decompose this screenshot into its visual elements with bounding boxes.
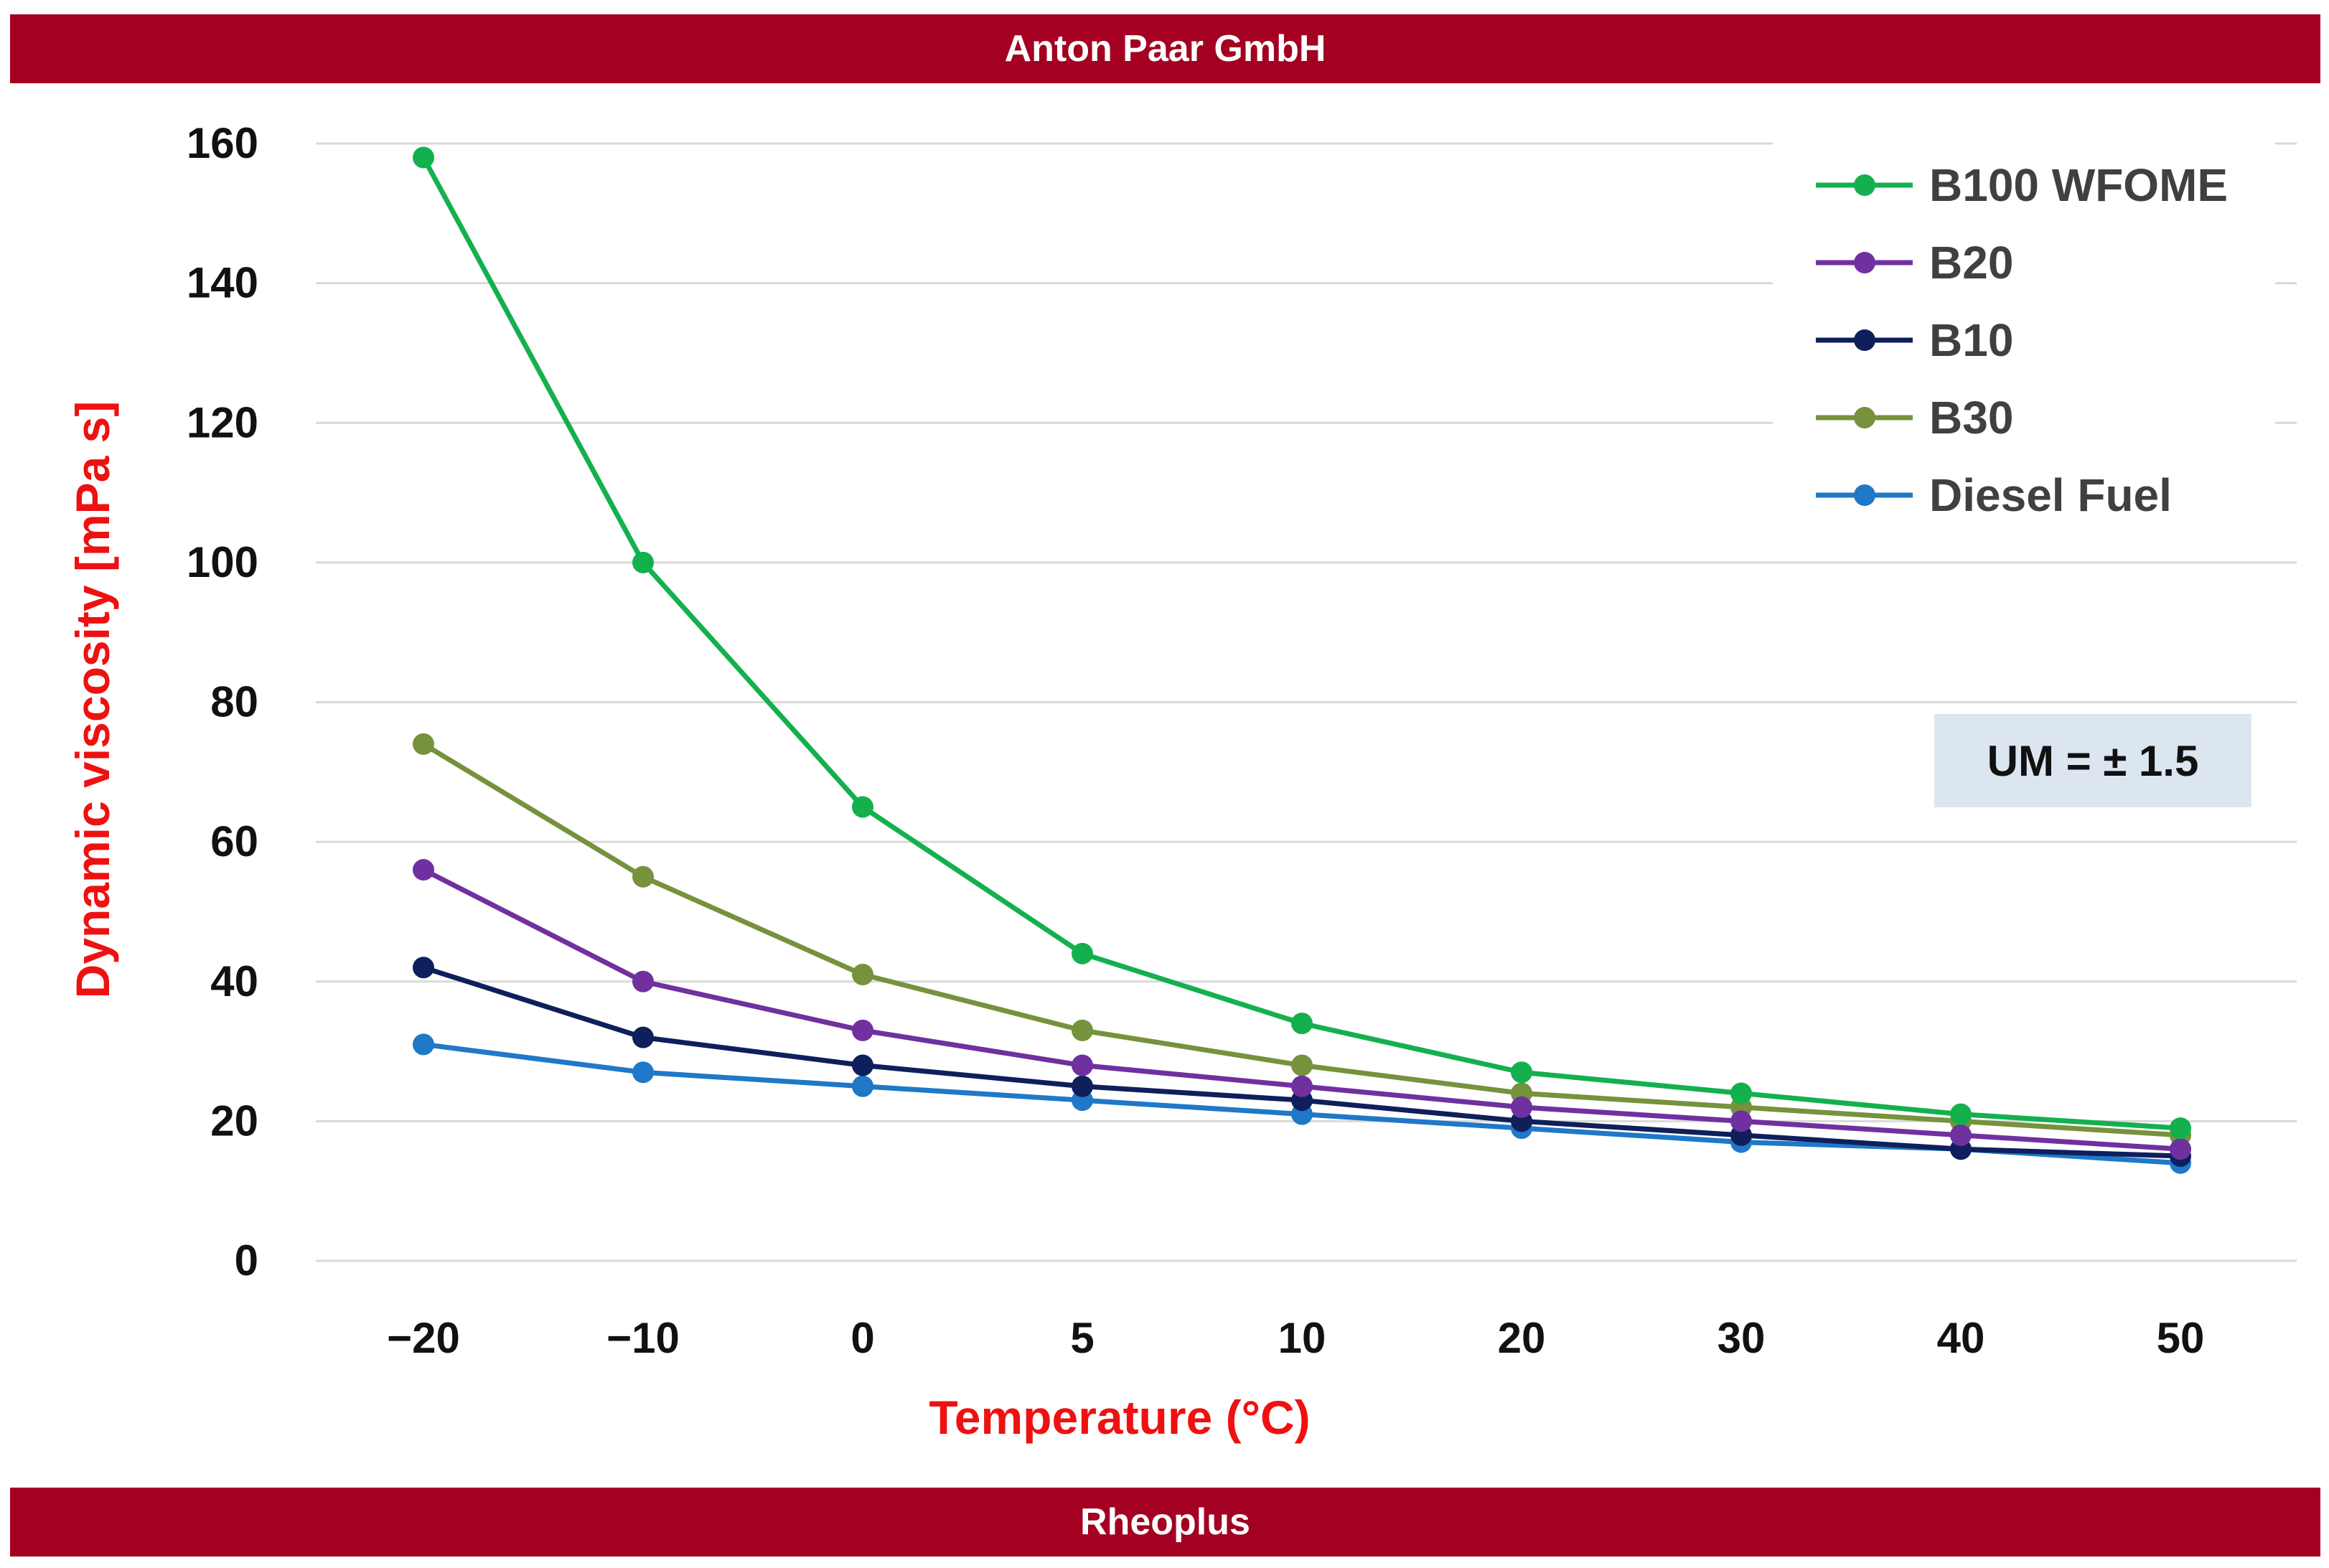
data-point [852, 1019, 873, 1041]
data-point [413, 733, 434, 755]
data-point [1730, 1110, 1752, 1132]
data-point [1950, 1103, 1972, 1125]
data-point [1511, 1061, 1532, 1084]
x-axis-label: Temperature (°C) [929, 1391, 1310, 1444]
y-tick-label: 20 [210, 1097, 258, 1145]
y-tick-label: 100 [187, 538, 258, 586]
legend: B100 WFOME B20 B10 B30 Diesel Fuel [1816, 159, 2228, 521]
data-point [413, 957, 434, 979]
data-point [1072, 1054, 1093, 1076]
footer-title: Rheoplus [1080, 1501, 1250, 1543]
data-point [1730, 1082, 1752, 1104]
data-point [632, 1026, 654, 1048]
x-tick-label: 40 [1937, 1314, 1985, 1362]
footer-banner: Rheoplus [10, 1488, 2320, 1557]
legend-label: B30 [1929, 392, 2013, 443]
y-tick-label: 60 [210, 817, 258, 865]
legend-marker [1854, 407, 1875, 428]
x-tick-label: 30 [1718, 1314, 1766, 1362]
uncertainty-annotation: UM = ± 1.5 [1934, 714, 2251, 807]
data-point [1072, 942, 1093, 964]
legend-marker [1854, 329, 1875, 351]
data-point [632, 1061, 654, 1084]
data-point [852, 964, 873, 986]
y-axis-ticks: 0 20 40 60 80 100 120 140 160 [187, 119, 258, 1285]
legend-label: B20 [1929, 237, 2013, 288]
uncertainty-text: UM = ± 1.5 [1987, 736, 2199, 785]
legend-label: Diesel Fuel [1929, 469, 2172, 521]
y-tick-label: 160 [187, 119, 258, 167]
x-tick-label: 20 [1498, 1314, 1546, 1362]
y-tick-label: 120 [187, 398, 258, 446]
data-point [2170, 1138, 2191, 1160]
header-title: Anton Paar GmbH [1004, 28, 1326, 70]
data-point [413, 146, 434, 169]
data-point [1291, 1013, 1313, 1035]
data-point [1072, 1075, 1093, 1097]
data-point [1950, 1124, 1972, 1146]
y-axis-label: Dynamic viscosity [mPa s] [66, 401, 119, 999]
x-tick-label: 5 [1070, 1314, 1094, 1362]
legend-label: B100 WFOME [1929, 159, 2228, 211]
legend-marker [1854, 174, 1875, 196]
x-tick-label: 10 [1278, 1314, 1326, 1362]
data-point [1511, 1096, 1532, 1118]
data-point [1291, 1054, 1313, 1076]
data-point [852, 796, 873, 818]
y-tick-label: 40 [210, 957, 258, 1005]
series-lines [413, 146, 2191, 1174]
y-tick-label: 0 [235, 1236, 258, 1285]
data-point [413, 859, 434, 881]
y-tick-label: 140 [187, 259, 258, 307]
data-point [413, 1033, 434, 1056]
header-banner: Anton Paar GmbH [10, 14, 2320, 83]
data-point [2170, 1117, 2191, 1140]
data-point [852, 1054, 873, 1076]
data-point [852, 1075, 873, 1097]
data-point [1072, 1019, 1093, 1041]
legend-marker [1854, 484, 1875, 506]
data-point [632, 865, 654, 888]
x-tick-label: 0 [850, 1314, 874, 1362]
x-tick-label: 50 [2157, 1314, 2205, 1362]
data-point [1291, 1075, 1313, 1097]
data-point [632, 551, 654, 573]
legend-label: B10 [1929, 314, 2013, 366]
x-tick-label: −10 [606, 1314, 680, 1362]
legend-marker [1854, 252, 1875, 273]
data-point [632, 970, 654, 992]
x-axis-ticks: −20 −10 0 5 10 20 30 40 50 [387, 1314, 2204, 1362]
x-tick-label: −20 [387, 1314, 460, 1362]
y-tick-label: 80 [210, 678, 258, 726]
